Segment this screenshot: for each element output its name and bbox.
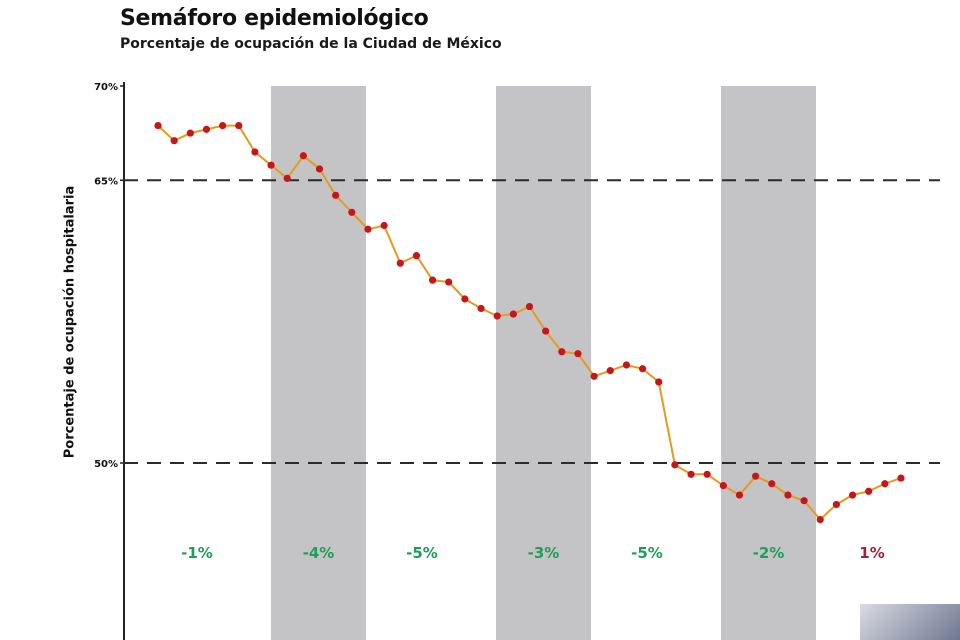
data-point-20 bbox=[461, 295, 469, 303]
shaded-week-6 bbox=[721, 86, 816, 640]
data-point-42 bbox=[816, 515, 824, 524]
period-change-label-4: -3% bbox=[528, 544, 560, 562]
period-change-label-7: 1% bbox=[859, 544, 884, 562]
data-point-1 bbox=[154, 121, 162, 130]
period-change-label-5: -5% bbox=[631, 544, 663, 562]
data-point-36 bbox=[719, 482, 727, 490]
data-point-13 bbox=[348, 208, 356, 216]
data-point-21 bbox=[477, 304, 485, 313]
data-point-30 bbox=[622, 361, 631, 369]
data-point-46 bbox=[881, 480, 889, 488]
data-point-4 bbox=[202, 125, 211, 133]
data-point-44 bbox=[848, 491, 857, 499]
data-point-17 bbox=[412, 252, 421, 260]
data-point-28 bbox=[590, 372, 598, 380]
data-point-6 bbox=[235, 121, 243, 130]
data-point-10 bbox=[299, 152, 307, 160]
data-point-38 bbox=[752, 472, 760, 480]
y-tick-label-65: 65% bbox=[94, 176, 118, 187]
data-point-40 bbox=[784, 491, 792, 499]
data-point-32 bbox=[655, 378, 663, 386]
data-point-22 bbox=[493, 312, 501, 320]
period-change-label-3: -5% bbox=[406, 544, 438, 562]
period-change-label-2: -4% bbox=[303, 544, 335, 562]
shaded-week-4 bbox=[496, 86, 591, 640]
data-point-34 bbox=[687, 470, 695, 478]
data-point-37 bbox=[735, 491, 744, 499]
data-point-16 bbox=[396, 259, 404, 267]
data-point-5 bbox=[219, 121, 227, 130]
data-point-7 bbox=[251, 148, 259, 156]
data-point-43 bbox=[832, 500, 840, 509]
data-point-3 bbox=[186, 129, 194, 137]
data-point-18 bbox=[428, 276, 437, 284]
data-point-19 bbox=[445, 278, 453, 286]
data-point-9 bbox=[283, 174, 291, 182]
data-point-45 bbox=[865, 487, 873, 495]
data-point-31 bbox=[638, 365, 647, 373]
y-tick-label-70: 70% bbox=[94, 82, 118, 93]
data-point-26 bbox=[558, 348, 566, 356]
corner-overlay bbox=[860, 604, 960, 640]
period-change-label-6: -2% bbox=[753, 544, 785, 562]
chart-title: Semáforo epidemiológico bbox=[120, 6, 429, 31]
data-point-25 bbox=[542, 327, 550, 335]
data-point-47 bbox=[897, 474, 905, 482]
data-point-2 bbox=[170, 137, 178, 145]
chart-subtitle: Porcentaje de ocupación de la Ciudad de … bbox=[120, 36, 502, 52]
data-point-29 bbox=[606, 367, 614, 375]
data-point-11 bbox=[315, 165, 324, 173]
period-change-label-1: -1% bbox=[181, 544, 213, 562]
data-point-8 bbox=[267, 161, 275, 169]
data-point-24 bbox=[525, 302, 534, 311]
data-point-23 bbox=[509, 310, 517, 318]
data-point-27 bbox=[574, 350, 582, 358]
data-point-41 bbox=[800, 497, 808, 505]
data-point-14 bbox=[364, 225, 372, 233]
data-point-33 bbox=[671, 461, 679, 469]
y-tick-label-50: 50% bbox=[94, 459, 118, 470]
data-point-12 bbox=[332, 191, 340, 199]
data-point-35 bbox=[703, 470, 711, 478]
data-point-15 bbox=[380, 221, 388, 230]
data-point-39 bbox=[768, 480, 776, 488]
